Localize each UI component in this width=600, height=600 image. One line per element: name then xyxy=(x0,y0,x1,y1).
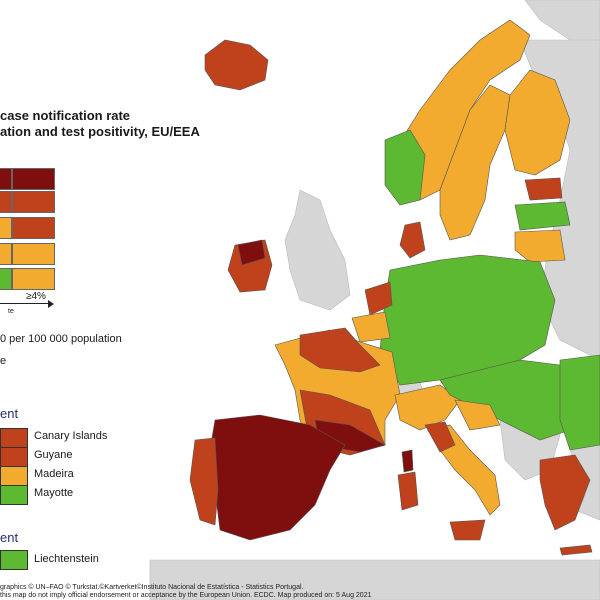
estonia xyxy=(524,177,563,201)
sweden xyxy=(439,84,511,241)
norway-south-green xyxy=(384,129,426,206)
portugal xyxy=(189,437,219,526)
legend-swatch-canary xyxy=(0,428,28,448)
legend-axis-arrow xyxy=(0,303,50,304)
legend-axis-label: ≥4% xyxy=(26,291,46,302)
netherlands xyxy=(364,281,393,316)
legend-swatch-mayotte xyxy=(0,485,28,505)
lithuania xyxy=(514,229,566,263)
legend-axis-sub: te xyxy=(8,308,14,315)
credits-line1: graphics © UN–FAO © Turkstat.©Kartverket… xyxy=(0,584,304,591)
italy-north xyxy=(394,384,461,431)
sicily xyxy=(449,519,486,541)
legend-swatch-madeira xyxy=(0,466,28,486)
legend-label-canary: Canary Islands xyxy=(34,430,108,442)
legend-swatch-guyane xyxy=(0,447,28,467)
legend-section1-heading: ent xyxy=(0,406,19,421)
legend-label-mayotte: Mayotte xyxy=(34,487,74,499)
legend-label-guyane: Guyane xyxy=(34,449,73,461)
italy-central-red xyxy=(424,421,456,453)
legend-section2-heading: ent xyxy=(0,530,19,545)
ireland-north-dark xyxy=(237,239,266,266)
legend-label-madeira: Madeira xyxy=(34,468,74,480)
map-title-line1: case notification rate xyxy=(0,108,131,123)
corsica xyxy=(401,449,414,473)
denmark xyxy=(399,221,426,259)
croatia xyxy=(454,399,501,431)
belgium-lux xyxy=(351,311,391,343)
greece xyxy=(539,454,591,531)
austria-hungary-green xyxy=(439,359,581,441)
credits-line2: this map do not imply official endorseme… xyxy=(0,592,372,599)
north-africa xyxy=(149,559,600,600)
map-title-line2: ation and test positivity, EU/EEA xyxy=(0,124,200,139)
legend-rate-note2: e xyxy=(0,355,7,367)
crete xyxy=(559,544,593,556)
finland xyxy=(504,69,571,176)
romania-bulgaria xyxy=(559,354,600,451)
legend-rate-note: 0 per 100 000 population xyxy=(0,333,122,345)
spain xyxy=(209,414,346,541)
sardinia xyxy=(397,471,419,511)
france-north-red xyxy=(299,327,381,373)
great-britain xyxy=(284,189,351,311)
iceland xyxy=(204,39,269,91)
legend-axis-arrowhead xyxy=(48,300,54,308)
legend-label-liechtenstein: Liechtenstein xyxy=(34,553,99,565)
legend-swatch-liechtenstein xyxy=(0,550,28,570)
latvia xyxy=(514,201,571,231)
